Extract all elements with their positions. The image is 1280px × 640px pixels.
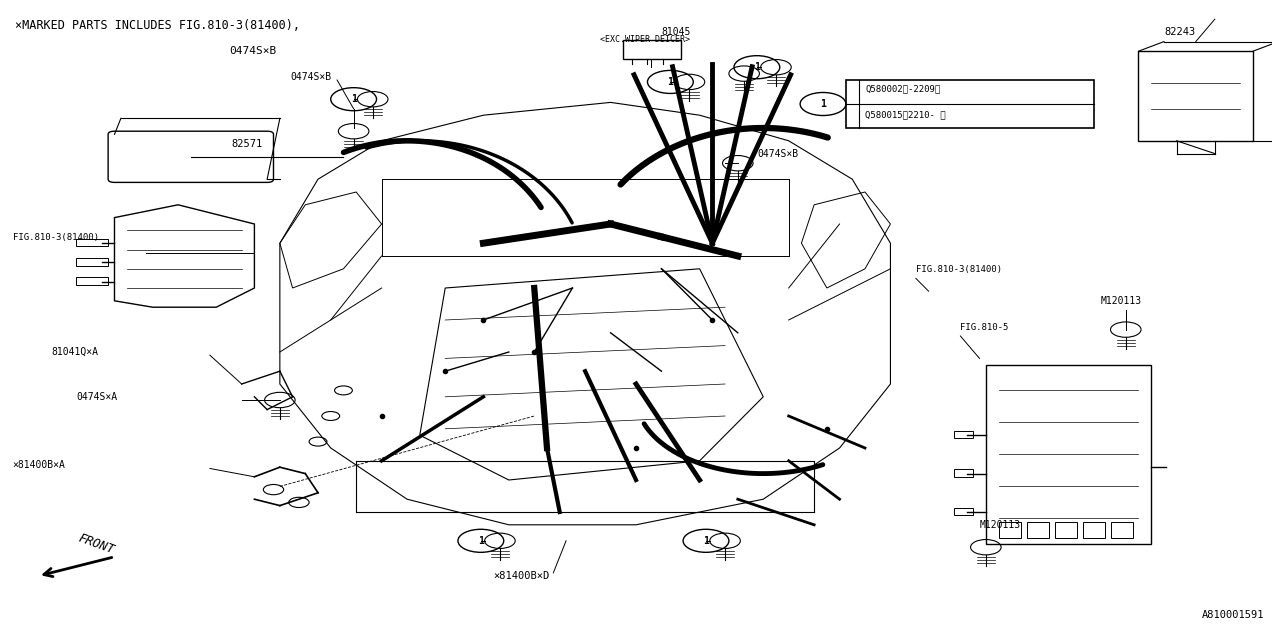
Text: 82243: 82243 bbox=[1164, 28, 1196, 37]
Text: <EXC.WIPER DEICER>: <EXC.WIPER DEICER> bbox=[600, 35, 690, 44]
Text: ×MARKED PARTS INCLUDES FIG.810-3(81400),: ×MARKED PARTS INCLUDES FIG.810-3(81400), bbox=[15, 19, 301, 32]
Bar bbox=[77, 258, 108, 266]
Bar bbox=[1055, 522, 1078, 538]
Text: M120113: M120113 bbox=[1101, 296, 1142, 306]
Text: 1: 1 bbox=[477, 536, 484, 546]
Text: 82571: 82571 bbox=[232, 140, 262, 149]
Bar bbox=[1111, 522, 1133, 538]
Bar bbox=[1083, 522, 1106, 538]
Text: 0474S×B: 0474S×B bbox=[229, 47, 276, 56]
Bar bbox=[954, 469, 973, 477]
Text: Q580002（-2209）: Q580002（-2209） bbox=[865, 84, 941, 93]
Text: A810001591: A810001591 bbox=[1202, 609, 1265, 620]
Bar bbox=[623, 40, 681, 59]
Text: 1: 1 bbox=[351, 94, 357, 104]
Text: FRONT: FRONT bbox=[77, 532, 116, 557]
Text: 1: 1 bbox=[667, 77, 673, 87]
Text: 0474S×B: 0474S×B bbox=[291, 72, 332, 82]
Text: ×81400B×D: ×81400B×D bbox=[494, 572, 550, 581]
Text: Q580015（2210- ）: Q580015（2210- ） bbox=[865, 110, 946, 119]
Text: ×81400B×A: ×81400B×A bbox=[13, 461, 65, 470]
Bar bbox=[986, 365, 1151, 544]
Text: 1: 1 bbox=[754, 62, 760, 72]
Bar bbox=[954, 508, 973, 515]
Text: 1: 1 bbox=[703, 536, 709, 546]
Bar bbox=[77, 277, 108, 285]
Text: 0474S×A: 0474S×A bbox=[77, 392, 118, 402]
Bar bbox=[1027, 522, 1050, 538]
Text: FIG.810-3(81400): FIG.810-3(81400) bbox=[916, 265, 1002, 274]
Bar bbox=[77, 239, 108, 246]
Text: 1: 1 bbox=[820, 99, 826, 109]
Text: FIG.810-3(81400): FIG.810-3(81400) bbox=[13, 233, 99, 242]
Bar bbox=[846, 80, 1094, 128]
Bar bbox=[998, 522, 1021, 538]
Text: 81041Q×A: 81041Q×A bbox=[51, 347, 97, 357]
Bar bbox=[954, 431, 973, 438]
Text: M120113: M120113 bbox=[979, 520, 1020, 530]
Text: FIG.810-5: FIG.810-5 bbox=[960, 323, 1009, 332]
Text: 0474S×B: 0474S×B bbox=[756, 149, 797, 159]
Text: 81045: 81045 bbox=[662, 28, 691, 37]
